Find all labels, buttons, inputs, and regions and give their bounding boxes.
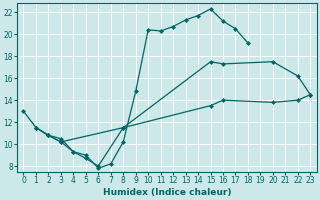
X-axis label: Humidex (Indice chaleur): Humidex (Indice chaleur) — [103, 188, 231, 197]
